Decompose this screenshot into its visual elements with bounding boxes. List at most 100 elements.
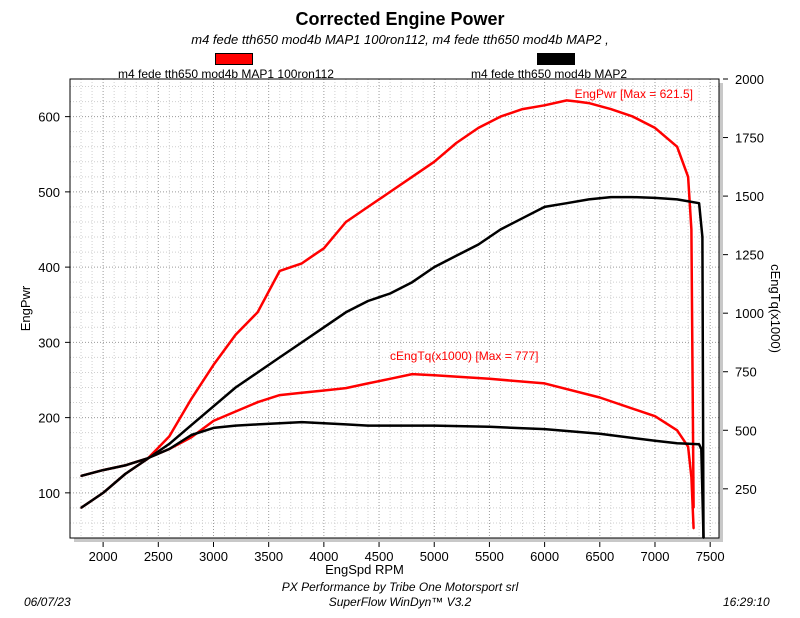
data-point <box>345 311 347 314</box>
plot-frame <box>69 78 720 539</box>
data-point <box>587 198 590 201</box>
data-point <box>477 127 480 129</box>
y-right-tick-label: 1000 <box>735 306 764 321</box>
data-point <box>234 334 237 336</box>
x-tick-label: 2000 <box>89 549 118 564</box>
annotation-engpwr-max: EngPwr [Max = 621.5] <box>575 87 693 101</box>
data-point <box>676 198 678 201</box>
data-point <box>345 221 347 223</box>
annotation-cengtq-max: cEngTq(x1000) [Max = 777] <box>390 349 538 363</box>
data-point <box>300 341 303 344</box>
data-point <box>212 405 215 408</box>
x-tick-label: 4500 <box>365 549 394 564</box>
x-tick-label: 2500 <box>144 549 173 564</box>
data-point <box>256 401 259 403</box>
data-point <box>190 424 193 426</box>
data-point <box>654 127 656 129</box>
data-point <box>234 410 237 413</box>
footer-software: SuperFlow WinDyn™ V3.2 <box>328 595 472 609</box>
data-point <box>676 429 678 432</box>
data-point <box>610 108 612 110</box>
data-point <box>576 100 579 103</box>
data-point <box>411 176 413 178</box>
data-point <box>433 160 436 163</box>
data-point <box>698 443 700 446</box>
data-point <box>278 356 281 359</box>
data-point <box>702 537 705 539</box>
data-point <box>323 422 325 425</box>
data-point <box>168 435 171 438</box>
data-point <box>389 191 391 193</box>
data-point <box>632 196 634 198</box>
x-tick-label: 5500 <box>475 549 504 564</box>
y-right-tick-label: 1750 <box>735 131 764 146</box>
data-point <box>367 206 369 208</box>
data-point <box>543 382 546 385</box>
y-left-axis-label: EngPwr <box>18 285 33 331</box>
data-point <box>345 423 347 426</box>
data-point <box>300 262 303 265</box>
data-point <box>300 392 303 394</box>
data-point <box>698 202 700 204</box>
data-point <box>367 382 369 385</box>
x-tick-label: 6000 <box>530 549 559 564</box>
data-point <box>565 202 568 204</box>
data-point <box>323 247 325 250</box>
data-point <box>676 145 678 148</box>
data-point <box>654 197 656 199</box>
data-point <box>323 326 325 329</box>
data-point <box>345 387 347 389</box>
data-point <box>389 292 391 295</box>
y-right-tick-label: 1500 <box>735 189 764 204</box>
data-point <box>190 436 193 439</box>
chart-title: Corrected Engine Power <box>295 9 505 29</box>
data-point <box>676 442 678 444</box>
y-right-tick-label: 750 <box>735 365 757 380</box>
data-point <box>692 527 695 530</box>
data-point <box>411 373 413 375</box>
data-point <box>543 104 546 107</box>
x-tick-label: 3500 <box>254 549 283 564</box>
data-point <box>411 424 413 427</box>
data-point <box>565 99 568 102</box>
data-point <box>212 420 215 422</box>
data-point <box>256 423 259 426</box>
x-tick-label: 7500 <box>696 549 725 564</box>
data-point <box>543 206 546 208</box>
data-point <box>168 443 171 445</box>
data-point <box>323 389 325 392</box>
plot-background <box>70 79 719 538</box>
legend-label-map2: m4 fede tth650 mod4b MAP2 <box>471 67 628 81</box>
data-point <box>190 434 193 436</box>
y-right-axis-label: cEngTq(x1000) <box>768 264 783 353</box>
y-left-tick-label: 600 <box>38 110 60 125</box>
data-point <box>256 371 259 374</box>
data-point <box>499 228 502 231</box>
data-point <box>256 311 259 314</box>
data-point <box>146 457 149 460</box>
data-point <box>632 115 634 118</box>
data-point <box>433 266 436 268</box>
data-point <box>411 281 413 283</box>
data-point <box>278 422 281 425</box>
data-point <box>521 108 524 110</box>
data-point <box>488 425 491 428</box>
data-point <box>300 421 303 423</box>
data-point <box>521 217 524 220</box>
data-point <box>433 424 436 427</box>
data-point <box>80 507 82 509</box>
y-left-tick-label: 300 <box>38 335 60 350</box>
data-point <box>124 473 126 475</box>
data-point <box>700 448 703 450</box>
data-point <box>212 427 215 429</box>
legend-label-map1: m4 fede tth650 mod4b MAP1 100ron112 <box>118 67 334 81</box>
data-point <box>80 475 82 477</box>
footer-time: 16:29:10 <box>723 595 770 609</box>
x-axis-label: EngSpd RPM <box>325 562 404 577</box>
data-point <box>168 448 171 450</box>
y-right-tick-label: 1250 <box>735 248 764 263</box>
y-left-tick-label: 200 <box>38 411 60 426</box>
data-point <box>499 115 502 118</box>
y-left-tick-label: 100 <box>38 486 60 501</box>
